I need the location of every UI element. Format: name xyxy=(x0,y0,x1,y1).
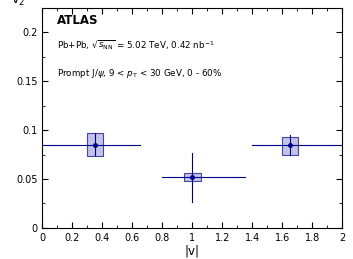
Text: Prompt J/$\psi$, 9 < $p_{\mathrm{T}}$ < 30 GeV, 0 - 60%: Prompt J/$\psi$, 9 < $p_{\mathrm{T}}$ < … xyxy=(57,67,223,80)
Bar xyxy=(86,133,103,156)
Bar xyxy=(184,173,201,181)
Y-axis label: v$_2$: v$_2$ xyxy=(11,0,25,8)
Text: ATLAS: ATLAS xyxy=(57,14,99,27)
Text: Pb+Pb, $\sqrt{s_{\mathrm{NN}}}$ = 5.02 TeV, 0.42 nb$^{-1}$: Pb+Pb, $\sqrt{s_{\mathrm{NN}}}$ = 5.02 T… xyxy=(57,39,215,52)
X-axis label: |v|: |v| xyxy=(185,244,200,257)
Bar xyxy=(282,137,298,155)
